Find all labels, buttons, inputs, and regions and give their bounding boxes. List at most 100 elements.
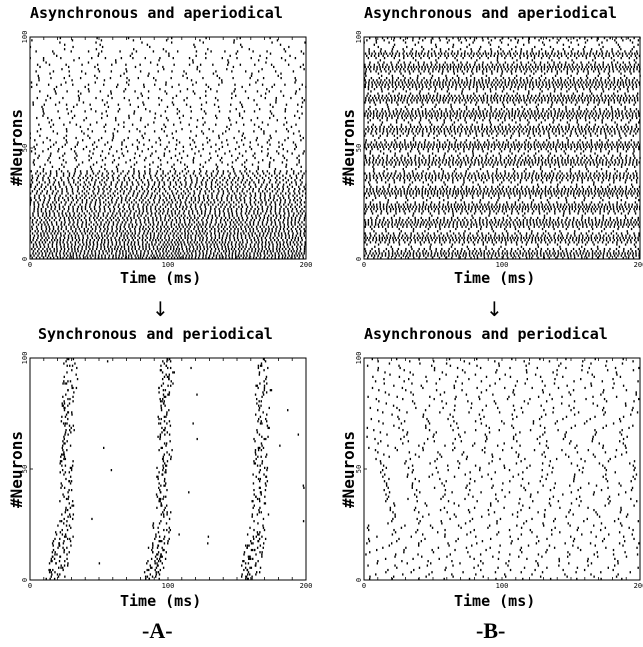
spike-point xyxy=(98,170,101,173)
spike-point xyxy=(287,216,289,220)
spike-point xyxy=(148,243,150,246)
spike-point xyxy=(287,136,289,140)
spike-point xyxy=(612,252,615,255)
spike-point xyxy=(588,216,590,220)
spike-point xyxy=(410,234,412,237)
spike-point xyxy=(181,232,183,235)
spike-point xyxy=(141,150,143,153)
spike-point xyxy=(199,39,201,42)
spike-point xyxy=(294,148,296,151)
spike-point xyxy=(249,203,252,206)
spike-point xyxy=(83,252,86,255)
spike-point xyxy=(155,141,157,144)
spike-point xyxy=(35,179,38,182)
spike-point xyxy=(437,254,439,257)
spike-point xyxy=(153,130,156,133)
spike-point xyxy=(231,210,233,213)
spike-point xyxy=(496,256,498,259)
spike-point xyxy=(231,214,234,217)
spike-point xyxy=(548,252,551,255)
spike-point xyxy=(43,232,45,235)
spike-point xyxy=(431,207,433,211)
spike-point xyxy=(157,165,159,168)
spike-point xyxy=(266,170,269,173)
spike-point xyxy=(297,243,299,246)
spike-point xyxy=(221,203,224,206)
spike-point xyxy=(408,221,410,224)
spike-point xyxy=(130,219,133,222)
spike-point xyxy=(520,234,523,237)
spike-point xyxy=(591,254,594,257)
spike-point xyxy=(194,185,196,188)
spike-point xyxy=(619,239,622,242)
spike-point xyxy=(553,250,555,253)
spike-point xyxy=(600,252,602,255)
spike-point xyxy=(449,239,451,242)
spike-point xyxy=(456,223,458,226)
spike-point xyxy=(69,256,71,259)
spike-point xyxy=(197,227,200,231)
spike-point xyxy=(457,252,459,255)
spike-point xyxy=(56,241,58,244)
spike-point xyxy=(99,43,101,46)
spike-point xyxy=(485,225,488,228)
spike-point xyxy=(549,203,551,206)
spike-point xyxy=(280,232,283,235)
spike-point xyxy=(135,161,138,164)
spike-point xyxy=(274,203,277,206)
spike-point xyxy=(189,205,192,208)
spike-point xyxy=(250,119,252,122)
spike-point xyxy=(604,223,606,226)
spike-point xyxy=(164,205,167,208)
spike-point xyxy=(139,70,142,73)
spike-point xyxy=(150,187,153,191)
spike-point xyxy=(41,190,43,193)
spike-point xyxy=(512,221,514,224)
spike-point xyxy=(531,207,534,211)
spike-point xyxy=(55,252,58,255)
spike-point xyxy=(55,170,58,173)
spike-point xyxy=(216,172,219,175)
spike-point xyxy=(110,236,112,240)
spike-point xyxy=(580,254,583,257)
spike-point xyxy=(142,227,144,231)
spike-point xyxy=(53,232,56,235)
spike-point xyxy=(172,234,174,237)
spike-point xyxy=(510,254,512,257)
spike-point xyxy=(184,214,186,217)
spike-point xyxy=(100,216,102,220)
spike-point xyxy=(554,232,556,235)
spike-point xyxy=(155,241,157,244)
spike-point xyxy=(262,76,265,80)
spike-point xyxy=(85,145,88,148)
spike-point xyxy=(568,207,571,211)
spike-point xyxy=(91,130,94,133)
spike-point xyxy=(120,199,123,202)
spike-point xyxy=(419,252,421,255)
spike-point xyxy=(163,252,165,255)
spike-point xyxy=(265,227,267,231)
spike-point xyxy=(257,254,259,257)
spike-point xyxy=(502,205,504,208)
spike-point xyxy=(284,212,286,215)
spike-point xyxy=(388,239,391,242)
y-tick-label: 50 xyxy=(355,144,363,152)
spike-point xyxy=(29,201,32,204)
spike-point xyxy=(393,214,395,217)
spike-point xyxy=(294,223,296,226)
spike-point xyxy=(154,116,156,120)
spike-point xyxy=(175,219,178,222)
spike-point xyxy=(366,236,369,240)
spike-point xyxy=(47,254,50,257)
spike-point xyxy=(40,250,42,253)
spike-point xyxy=(508,207,511,211)
spike-point xyxy=(527,210,529,213)
spike-point xyxy=(212,225,214,228)
spike-point xyxy=(175,183,178,186)
spike-point xyxy=(480,252,483,255)
spike-point xyxy=(367,205,370,208)
spike-point xyxy=(249,170,251,173)
spike-point xyxy=(455,236,457,240)
spike-point xyxy=(117,83,119,86)
spike-point xyxy=(583,205,585,208)
